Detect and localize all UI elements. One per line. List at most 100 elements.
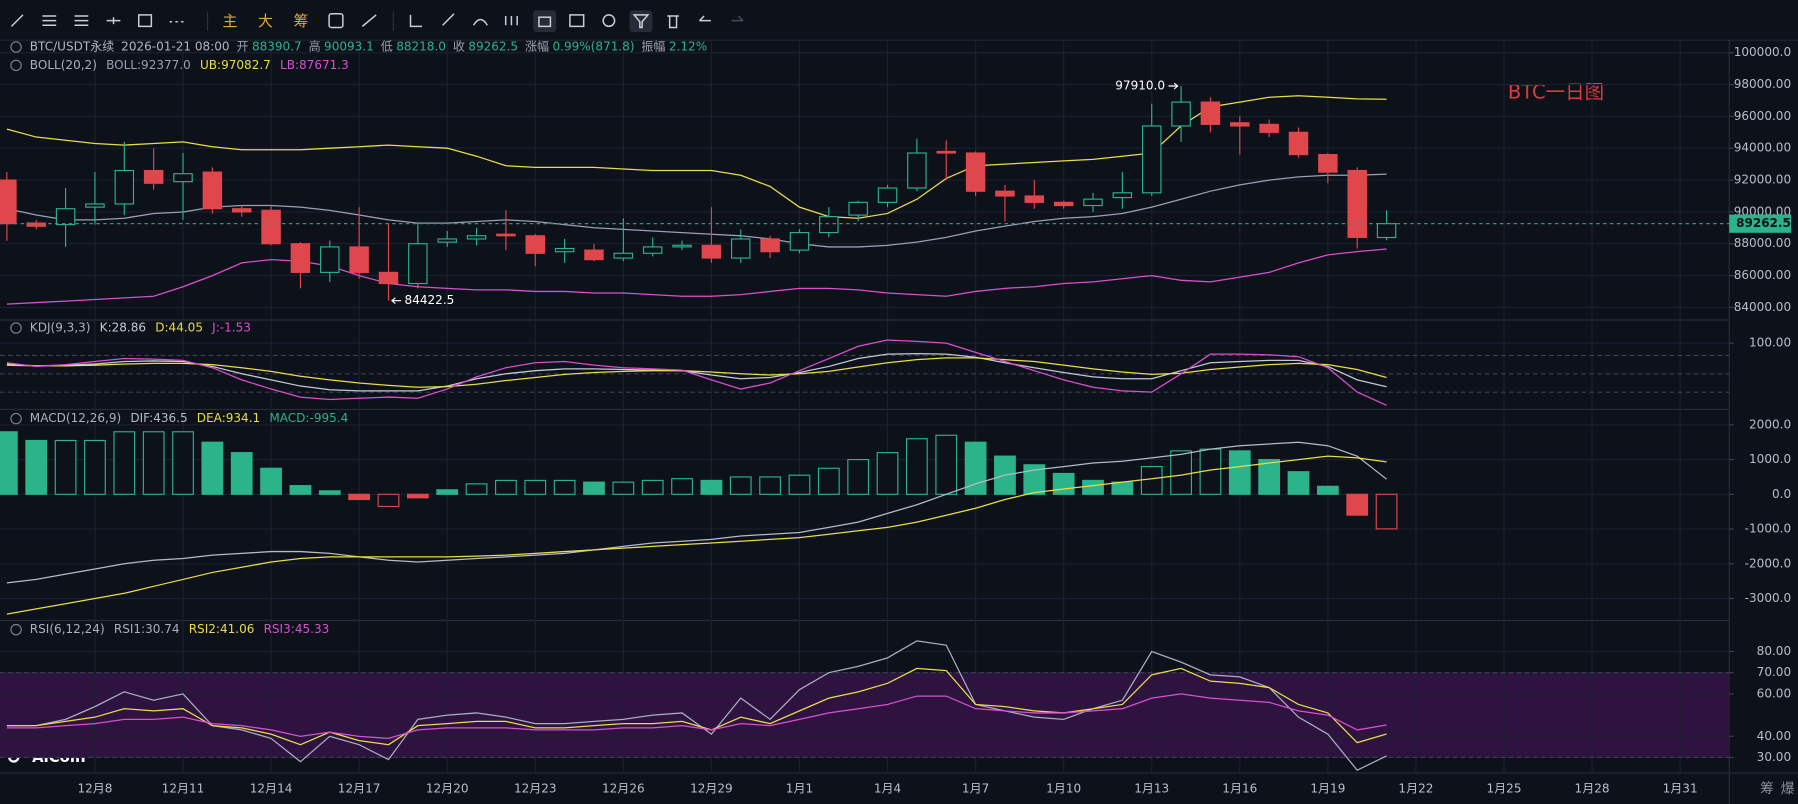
y-tick-label: 30.00	[1757, 750, 1791, 764]
candle-body	[1024, 195, 1045, 203]
x-tick-label: 12月26	[602, 782, 645, 796]
indicator-name: BOLL(20,2)	[30, 58, 97, 72]
legend-entry: D:44.05	[155, 321, 203, 335]
visibility-icon[interactable]	[10, 322, 22, 334]
macd-bar	[1023, 464, 1046, 495]
candle-body	[202, 171, 223, 210]
field-value: 88390.7	[252, 40, 302, 54]
candle-body	[290, 243, 311, 273]
candle-body	[995, 190, 1015, 197]
visibility-icon[interactable]	[10, 623, 22, 636]
parallel-tool[interactable]	[42, 15, 57, 26]
legend-entry: RSI1:30.74	[114, 622, 180, 636]
field-value: 90093.1	[324, 40, 374, 54]
macd-bar	[495, 479, 517, 495]
last-price-label: 89262.5	[1736, 216, 1791, 230]
trend-line-tool[interactable]	[10, 14, 24, 27]
candle-body	[173, 173, 193, 183]
field-label: 高	[309, 39, 321, 54]
candle-body	[554, 247, 575, 253]
horizontal-tool[interactable]	[106, 17, 121, 25]
macd-bar	[289, 485, 312, 495]
brush-tool[interactable]	[472, 18, 488, 26]
ruler-tool[interactable]	[442, 13, 455, 26]
undo-tool[interactable]	[698, 15, 711, 22]
fib-tool[interactable]	[74, 15, 89, 26]
high-arrow	[1168, 82, 1179, 90]
legend-entry: DIF:436.5	[130, 411, 187, 425]
sync-tool[interactable]	[328, 13, 344, 29]
measure-tool[interactable]	[361, 14, 377, 27]
macd-bar	[583, 481, 605, 495]
candle-body	[0, 179, 17, 225]
lock-tool[interactable]	[538, 16, 552, 28]
macd-bar	[230, 452, 253, 495]
candle-body	[408, 243, 428, 285]
legend-entry: UB:97082.7	[200, 58, 271, 72]
macd-bar	[1375, 493, 1398, 530]
text-tool[interactable]	[409, 14, 422, 28]
redo-tool[interactable]	[731, 15, 744, 22]
macd-bar	[1052, 472, 1075, 495]
macd-bar	[25, 439, 48, 495]
pattern-tool[interactable]	[504, 16, 518, 26]
macd-bar	[84, 439, 106, 495]
macd-bar	[671, 478, 693, 495]
rect-tool[interactable]	[138, 14, 153, 28]
indicator-line	[6, 640, 1387, 771]
active-tool-bg	[533, 10, 557, 33]
symbol: BTC/USDT永续	[30, 40, 114, 54]
legend-entry: MACD:-995.4	[269, 411, 348, 425]
magnet-tool[interactable]	[602, 14, 616, 28]
rsi-band	[0, 672, 1730, 758]
candle-body	[1259, 123, 1279, 133]
visibility-icon[interactable]	[10, 59, 22, 72]
macd-bar	[1287, 471, 1310, 495]
field-label: 振幅	[641, 39, 665, 54]
macd-bar	[1111, 481, 1134, 495]
macd-bar	[1170, 450, 1192, 495]
macd-bar	[759, 476, 782, 495]
macd-bar	[54, 439, 77, 495]
label-layer: 主大筹12月8 12月11 12月14 12月17 12月20 12月23 12月26 12月…	[10, 12, 1792, 796]
x-tick-label: 1月22	[1398, 782, 1433, 796]
liquidation-button[interactable]: 爆	[1781, 781, 1795, 797]
candle-body	[1347, 169, 1367, 238]
chip-button[interactable]: 筹	[1760, 780, 1774, 797]
candle-body	[26, 222, 46, 227]
visibility-icon[interactable]	[10, 412, 22, 425]
macd-bar	[964, 441, 987, 495]
candle-body	[1141, 125, 1162, 194]
macd-bar	[1258, 459, 1281, 495]
mode-button[interactable]: 主	[222, 12, 237, 30]
low-arrow	[391, 297, 402, 304]
template-tool[interactable]	[569, 14, 585, 28]
field-value: 0.99%(871.8)	[552, 40, 634, 54]
macd-bar	[729, 476, 752, 495]
filter-tool[interactable]	[632, 14, 650, 29]
legend-entry: BOLL:92377.0	[106, 58, 191, 72]
candle-body	[85, 203, 105, 208]
y-tick-label: -1000.0	[1745, 522, 1791, 536]
macd-bar	[1228, 450, 1251, 495]
macd-bar	[788, 474, 811, 495]
candle-body	[877, 187, 898, 203]
y-tick-label: 0.0	[1772, 487, 1791, 501]
visibility-icon[interactable]	[10, 41, 22, 53]
y-tick-label: 98000.00	[1734, 77, 1791, 91]
mode-button[interactable]: 筹	[294, 12, 309, 30]
candle-body	[731, 238, 751, 259]
y-tick-label: 88000.00	[1734, 236, 1791, 250]
indicator-line	[6, 667, 1387, 746]
mode-button[interactable]: 大	[258, 12, 273, 30]
legend-entry: K:28.86	[100, 321, 146, 335]
candle-body	[55, 208, 76, 226]
legend-entry: RSI3:45.33	[264, 622, 330, 636]
legend-entry: J:-1.53	[211, 321, 251, 335]
x-tick-label: 1月4	[874, 782, 901, 796]
x-tick-label: 1月7	[962, 782, 989, 796]
macd-bar	[905, 438, 928, 495]
y-tick-label: -2000.0	[1745, 556, 1791, 570]
delete-tool[interactable]	[667, 15, 679, 29]
